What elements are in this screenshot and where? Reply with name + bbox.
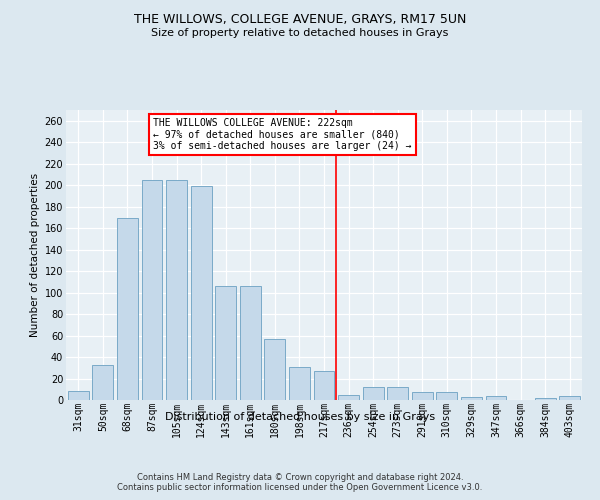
Text: Distribution of detached houses by size in Grays: Distribution of detached houses by size …: [165, 412, 435, 422]
Bar: [265, 339, 286, 400]
Bar: [362, 387, 383, 400]
Text: Size of property relative to detached houses in Grays: Size of property relative to detached ho…: [151, 28, 449, 38]
Bar: [387, 387, 408, 400]
Bar: [240, 286, 261, 400]
Bar: [117, 218, 138, 400]
Bar: [412, 392, 433, 400]
Bar: [559, 396, 580, 400]
Bar: [535, 398, 556, 400]
Bar: [338, 394, 359, 400]
Text: THE WILLOWS COLLEGE AVENUE: 222sqm
← 97% of detached houses are smaller (840)
3%: THE WILLOWS COLLEGE AVENUE: 222sqm ← 97%…: [153, 118, 412, 150]
Bar: [289, 366, 310, 400]
Bar: [142, 180, 163, 400]
Bar: [461, 397, 482, 400]
Text: Contains public sector information licensed under the Open Government Licence v3: Contains public sector information licen…: [118, 484, 482, 492]
Bar: [191, 186, 212, 400]
Bar: [436, 392, 457, 400]
Bar: [215, 286, 236, 400]
Text: Contains HM Land Registry data © Crown copyright and database right 2024.: Contains HM Land Registry data © Crown c…: [137, 472, 463, 482]
Bar: [166, 180, 187, 400]
Bar: [92, 364, 113, 400]
Bar: [485, 396, 506, 400]
Bar: [314, 371, 334, 400]
Y-axis label: Number of detached properties: Number of detached properties: [31, 173, 40, 337]
Text: THE WILLOWS, COLLEGE AVENUE, GRAYS, RM17 5UN: THE WILLOWS, COLLEGE AVENUE, GRAYS, RM17…: [134, 12, 466, 26]
Bar: [68, 392, 89, 400]
